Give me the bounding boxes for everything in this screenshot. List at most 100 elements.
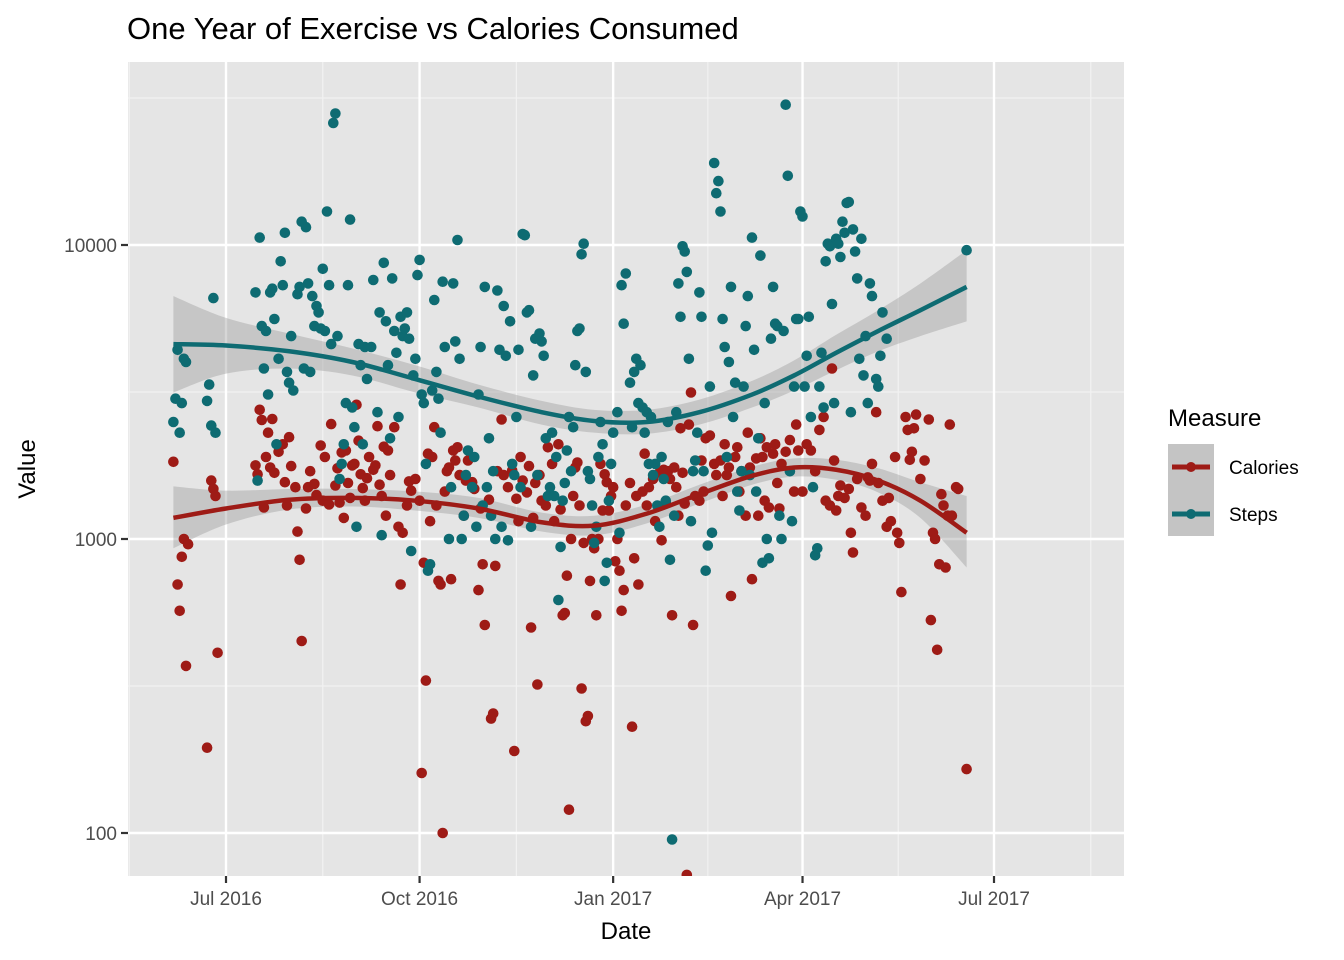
point-steps — [601, 557, 613, 569]
point-calories — [923, 414, 935, 425]
point-steps — [410, 353, 421, 365]
point-steps — [711, 187, 722, 199]
point-steps — [668, 510, 680, 521]
point-calories — [845, 527, 857, 539]
point-calories — [940, 562, 951, 573]
point-steps — [365, 341, 377, 353]
point-steps — [479, 281, 491, 293]
point-steps — [336, 458, 348, 470]
point-steps — [555, 541, 566, 553]
point-steps — [180, 356, 192, 368]
point-steps — [262, 389, 274, 400]
point-steps — [818, 402, 829, 413]
point-calories — [732, 442, 743, 453]
point-steps — [654, 521, 665, 533]
point-steps — [715, 206, 726, 217]
point-calories — [542, 442, 554, 453]
point-steps — [689, 455, 701, 466]
point-steps — [858, 370, 869, 381]
point-calories — [744, 462, 756, 473]
point-steps — [548, 490, 560, 502]
point-steps — [401, 307, 413, 318]
point-calories — [616, 605, 627, 617]
point-calories — [420, 675, 432, 686]
x-tick-label: Apr 2017 — [764, 889, 841, 910]
point-calories — [870, 406, 882, 418]
point-calories — [856, 502, 867, 513]
point-steps — [380, 316, 392, 327]
point-calories — [675, 423, 686, 434]
point-steps — [527, 370, 539, 381]
point-steps — [506, 458, 518, 470]
point-steps — [873, 381, 884, 392]
point-steps — [386, 273, 398, 284]
point-steps — [288, 385, 299, 396]
point-calories — [723, 462, 735, 473]
smooth-line-steps — [173, 284, 968, 426]
point-steps — [294, 281, 305, 293]
point-calories — [641, 500, 653, 511]
point-calories — [555, 504, 566, 515]
point-calories — [525, 622, 537, 633]
point-calories — [769, 439, 781, 450]
point-calories — [319, 451, 331, 463]
point-steps — [330, 108, 341, 119]
point-calories — [790, 419, 802, 430]
point-steps — [694, 287, 705, 298]
legend-key-background — [1168, 444, 1214, 536]
point-steps — [849, 246, 861, 257]
point-steps — [300, 221, 312, 233]
point-calories — [704, 430, 716, 441]
point-calories — [668, 462, 680, 473]
point-steps — [702, 540, 714, 551]
point-steps — [567, 421, 579, 433]
point-calories — [885, 515, 897, 527]
point-calories — [925, 614, 937, 626]
point-calories — [908, 423, 920, 434]
point-steps — [500, 350, 512, 362]
point-steps — [628, 366, 640, 378]
point-calories — [292, 526, 303, 537]
point-calories — [694, 495, 705, 507]
point-steps — [807, 481, 819, 493]
point-calories — [717, 490, 728, 502]
point-calories — [490, 560, 501, 572]
point-steps — [656, 451, 667, 463]
point-steps — [719, 341, 730, 353]
point-calories — [891, 527, 903, 539]
point-steps — [515, 481, 526, 493]
point-steps — [382, 359, 394, 371]
point-steps — [174, 427, 185, 439]
point-calories — [835, 480, 846, 491]
point-calories — [915, 473, 926, 485]
point-steps — [814, 381, 825, 392]
point-calories — [656, 535, 667, 546]
point-calories — [788, 486, 800, 497]
point-calories — [643, 481, 655, 493]
point-steps — [437, 276, 449, 288]
point-calories — [683, 419, 695, 430]
point-steps — [525, 521, 537, 533]
point-steps — [361, 373, 373, 385]
legend: Measure Calories Steps — [1168, 405, 1299, 536]
point-calories — [443, 462, 455, 473]
point-steps — [875, 350, 886, 362]
point-steps — [435, 427, 446, 439]
x-tick-label: Oct 2016 — [381, 889, 458, 910]
smooth-lines — [173, 284, 968, 535]
point-steps — [536, 336, 547, 347]
point-steps — [660, 495, 672, 507]
point-steps — [546, 427, 558, 439]
point-calories — [405, 485, 417, 497]
point-steps — [574, 323, 585, 334]
point-steps — [679, 246, 690, 257]
point-calories — [603, 505, 615, 516]
point-steps — [812, 543, 823, 554]
point-steps — [403, 333, 415, 345]
point-steps — [736, 465, 747, 477]
point-steps — [704, 381, 716, 392]
point-calories — [304, 465, 316, 477]
point-steps — [462, 445, 474, 456]
point-calories — [936, 488, 947, 500]
point-calories — [830, 505, 842, 516]
